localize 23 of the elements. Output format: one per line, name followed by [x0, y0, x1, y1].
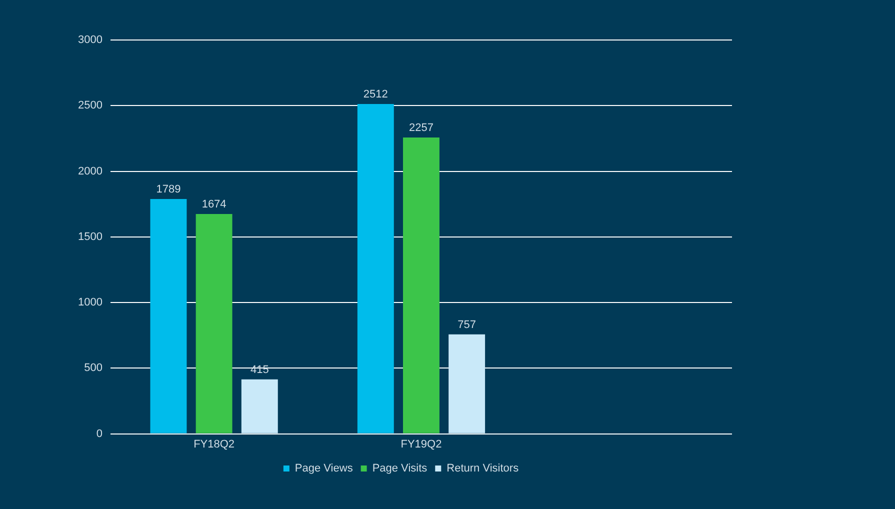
legend-label: Page Views	[294, 462, 354, 475]
legend-label: Page Visits	[372, 462, 428, 475]
bar	[150, 198, 187, 434]
y-tick-label: 2500	[78, 100, 102, 112]
y-tick-label: 3000	[78, 34, 102, 46]
data-label: 2512	[363, 88, 388, 101]
bar	[196, 214, 232, 434]
x-tick-label: FY18Q2	[194, 438, 235, 450]
y-tick-label: 2000	[78, 165, 102, 178]
data-label: 1674	[202, 198, 226, 211]
bar	[241, 379, 278, 434]
y-tick-label: 500	[84, 362, 102, 374]
data-label: 1789	[156, 183, 181, 196]
x-tick-label: FY19Q2	[400, 438, 442, 450]
bar	[403, 138, 440, 434]
data-label: 2257	[408, 122, 434, 134]
bar	[448, 334, 486, 434]
y-tick-label: 0	[96, 428, 102, 440]
y-tick-label: 1000	[78, 296, 102, 309]
bar	[357, 104, 394, 434]
legend-label: Return Visitors	[446, 462, 520, 475]
y-tick-label: 1500	[78, 230, 102, 243]
data-label: 757	[458, 318, 476, 331]
